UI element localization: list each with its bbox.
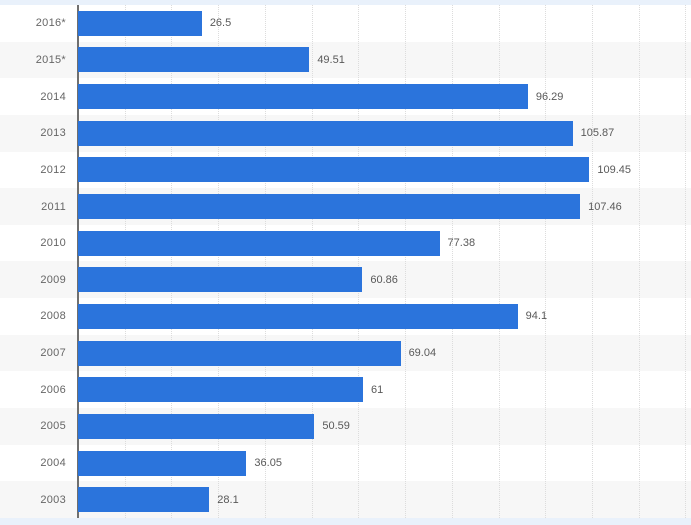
- bar-value-label: 28.1: [217, 493, 239, 506]
- data-bar[interactable]: [78, 267, 363, 293]
- data-bar[interactable]: [78, 450, 247, 476]
- data-bar[interactable]: [78, 84, 528, 110]
- bar-row: 2015* 49.51: [0, 42, 691, 79]
- bar-row: 2008 94.1: [0, 298, 691, 335]
- bar-value-label: 50.59: [322, 420, 350, 433]
- bar-track: 60.86: [78, 261, 691, 298]
- bar-row: 2014 96.29: [0, 78, 691, 115]
- chart-top-strip: [0, 0, 691, 5]
- bar-track: 109.45: [78, 152, 691, 189]
- bar-track: 36.05: [78, 445, 691, 482]
- bar-track: 105.87: [78, 115, 691, 152]
- gridline: [358, 5, 360, 518]
- bar-track: 94.1: [78, 298, 691, 335]
- data-bar[interactable]: [78, 10, 202, 36]
- bar-track: 107.46: [78, 188, 691, 225]
- plot-area: 2016* 26.5 2015* 49.51 2014 96.29 2013 105.87 20…: [0, 5, 691, 518]
- bar-value-label: 60.86: [370, 273, 398, 286]
- data-bar[interactable]: [78, 194, 581, 220]
- bar-row: 2009 60.86: [0, 261, 691, 298]
- data-bar[interactable]: [78, 377, 363, 403]
- data-bar[interactable]: [78, 413, 315, 439]
- gridline: [685, 5, 687, 518]
- bar-value-label: 61: [371, 383, 384, 396]
- gridline: [311, 5, 313, 518]
- bar-value-label: 26.5: [209, 17, 232, 30]
- bar-row: 2005 50.59: [0, 408, 691, 445]
- y-axis-label: 2013: [40, 127, 66, 140]
- bar-value-label: 77.38: [447, 237, 476, 250]
- bar-row: 2003 28.1: [0, 481, 691, 518]
- data-bar[interactable]: [78, 230, 440, 256]
- y-axis-label: 2015*: [35, 53, 66, 66]
- gridline: [264, 5, 266, 518]
- bar-value-label: 36.05: [254, 457, 282, 469]
- gridline: [405, 5, 407, 518]
- chart-bottom-strip: [0, 518, 691, 525]
- y-axis-label: 2007: [40, 347, 66, 360]
- gridline: [171, 5, 173, 518]
- y-axis-label: 2005: [40, 420, 66, 433]
- gridline: [498, 5, 500, 518]
- data-bar[interactable]: [78, 340, 401, 366]
- bar-track: 50.59: [78, 408, 691, 445]
- bar-value-label: 105.87: [580, 127, 615, 140]
- y-axis-label: 2003: [40, 493, 66, 506]
- y-axis-label: 2006: [40, 383, 66, 396]
- gridline: [638, 5, 640, 518]
- bar-row: 2012 109.45: [0, 152, 691, 189]
- bar-track: 26.5: [78, 5, 691, 42]
- y-axis-line: [77, 5, 79, 518]
- gridlines-layer: [78, 5, 691, 518]
- bar-row: 2006 61: [0, 371, 691, 408]
- gridline: [451, 5, 453, 518]
- y-axis-label: 2016*: [35, 17, 66, 30]
- bar-value-label: 69.04: [408, 347, 437, 360]
- bar-row: 2011 107.46: [0, 188, 691, 225]
- bar-track: 96.29: [78, 78, 691, 115]
- bar-value-label: 96.29: [535, 90, 564, 103]
- bar-row: 2004 36.05: [0, 445, 691, 482]
- y-axis-label: 2012: [40, 163, 66, 176]
- data-bar[interactable]: [78, 120, 573, 146]
- y-axis-label: 2004: [40, 457, 66, 469]
- bar-value-label: 107.46: [588, 200, 622, 213]
- bar-track: 69.04: [78, 335, 691, 372]
- bar-value-label: 109.45: [597, 163, 632, 176]
- bar-row: 2007 69.04: [0, 335, 691, 372]
- data-bar[interactable]: [78, 487, 210, 513]
- bar-row: 2010 77.38: [0, 225, 691, 262]
- bar-rows-layer: 2016* 26.5 2015* 49.51 2014 96.29 2013 105.87 20…: [0, 5, 691, 518]
- y-axis-label: 2011: [41, 200, 66, 213]
- bar-track: 61: [78, 371, 691, 408]
- data-bar[interactable]: [78, 47, 310, 73]
- gridline: [218, 5, 220, 518]
- y-axis-label: 2014: [40, 90, 66, 103]
- gridline: [545, 5, 547, 518]
- data-bar[interactable]: [78, 303, 518, 329]
- bar-row: 2013 105.87: [0, 115, 691, 152]
- bar-track: 49.51: [78, 42, 691, 79]
- gridline: [591, 5, 593, 518]
- y-axis-label: 2008: [40, 310, 66, 323]
- bar-row: 2016* 26.5: [0, 5, 691, 42]
- bar-value-label: 94.1: [525, 310, 548, 323]
- bar-value-label: 49.51: [317, 53, 345, 66]
- data-bar[interactable]: [78, 157, 590, 183]
- bar-track: 28.1: [78, 481, 691, 518]
- gridline: [124, 5, 126, 518]
- y-axis-label: 2009: [40, 273, 66, 286]
- bar-track: 77.38: [78, 225, 691, 262]
- y-axis-label: 2010: [40, 237, 66, 250]
